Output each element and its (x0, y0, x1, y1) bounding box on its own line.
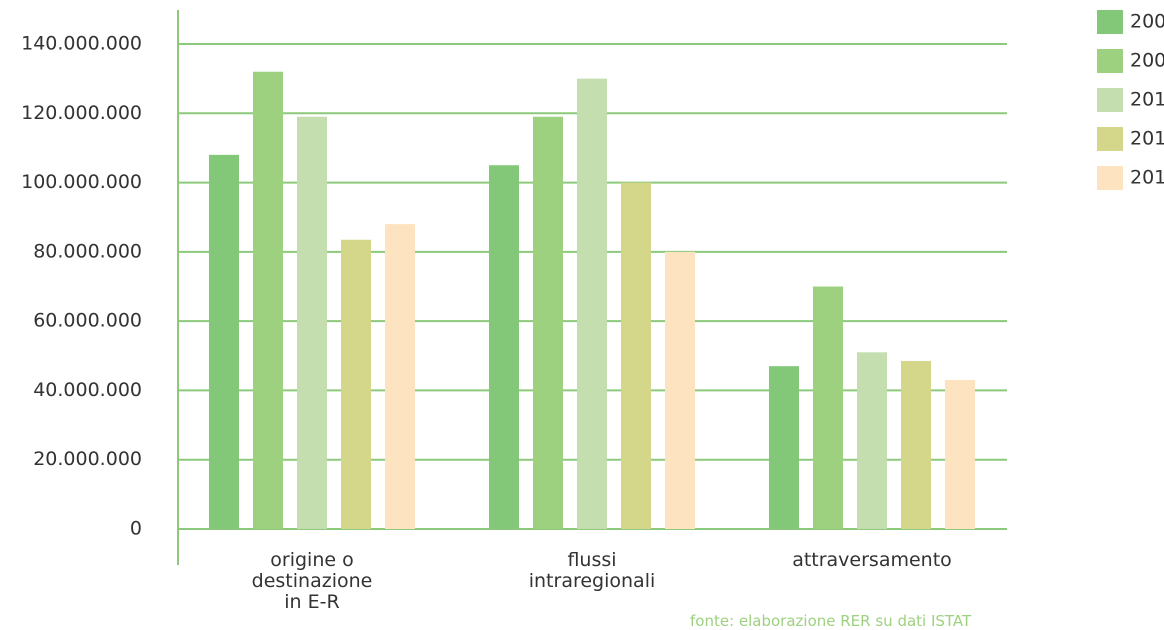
bar (385, 224, 415, 529)
legend-swatch (1097, 166, 1123, 190)
x-tick-label: origine o destinazione in E-R (251, 549, 373, 613)
x-tick-label: flussi intraregionali (528, 549, 656, 592)
bar (901, 360, 931, 529)
legend-label: 2010 (1130, 89, 1164, 111)
bar (665, 251, 695, 529)
bar (297, 116, 327, 529)
y-tick-label: 80.000.000 (33, 240, 142, 262)
bar (577, 78, 607, 530)
source-note: fonte: elaborazione RER su dati ISTAT (690, 612, 972, 630)
bar (533, 116, 563, 529)
legend-label: 2000 (1130, 11, 1164, 33)
bar (857, 352, 887, 529)
legend-swatch (1097, 49, 1123, 73)
legend-label: 2014 (1130, 167, 1164, 189)
y-tick-label: 0 (130, 518, 142, 540)
y-tick-label: 140.000.000 (21, 33, 142, 55)
bar (621, 182, 651, 530)
bar (769, 366, 799, 529)
x-tick-label: attraversamento (792, 549, 952, 571)
legend-swatch (1097, 10, 1123, 34)
y-tick-label: 40.000.000 (33, 379, 142, 401)
bar (341, 239, 371, 529)
legend-swatch (1097, 127, 1123, 151)
y-tick-label: 100.000.000 (21, 171, 142, 193)
legend-label: 2013 (1130, 128, 1164, 150)
bar (253, 71, 283, 529)
y-tick-label: 60.000.000 (33, 310, 142, 332)
bar (945, 380, 975, 529)
y-tick-label: 120.000.000 (21, 102, 142, 124)
bar (813, 286, 843, 529)
y-tick-label: 20.000.000 (33, 448, 142, 470)
bar (209, 154, 239, 529)
legend-label: 2005 (1130, 50, 1164, 72)
legend-swatch (1097, 88, 1123, 112)
bar (489, 165, 519, 529)
